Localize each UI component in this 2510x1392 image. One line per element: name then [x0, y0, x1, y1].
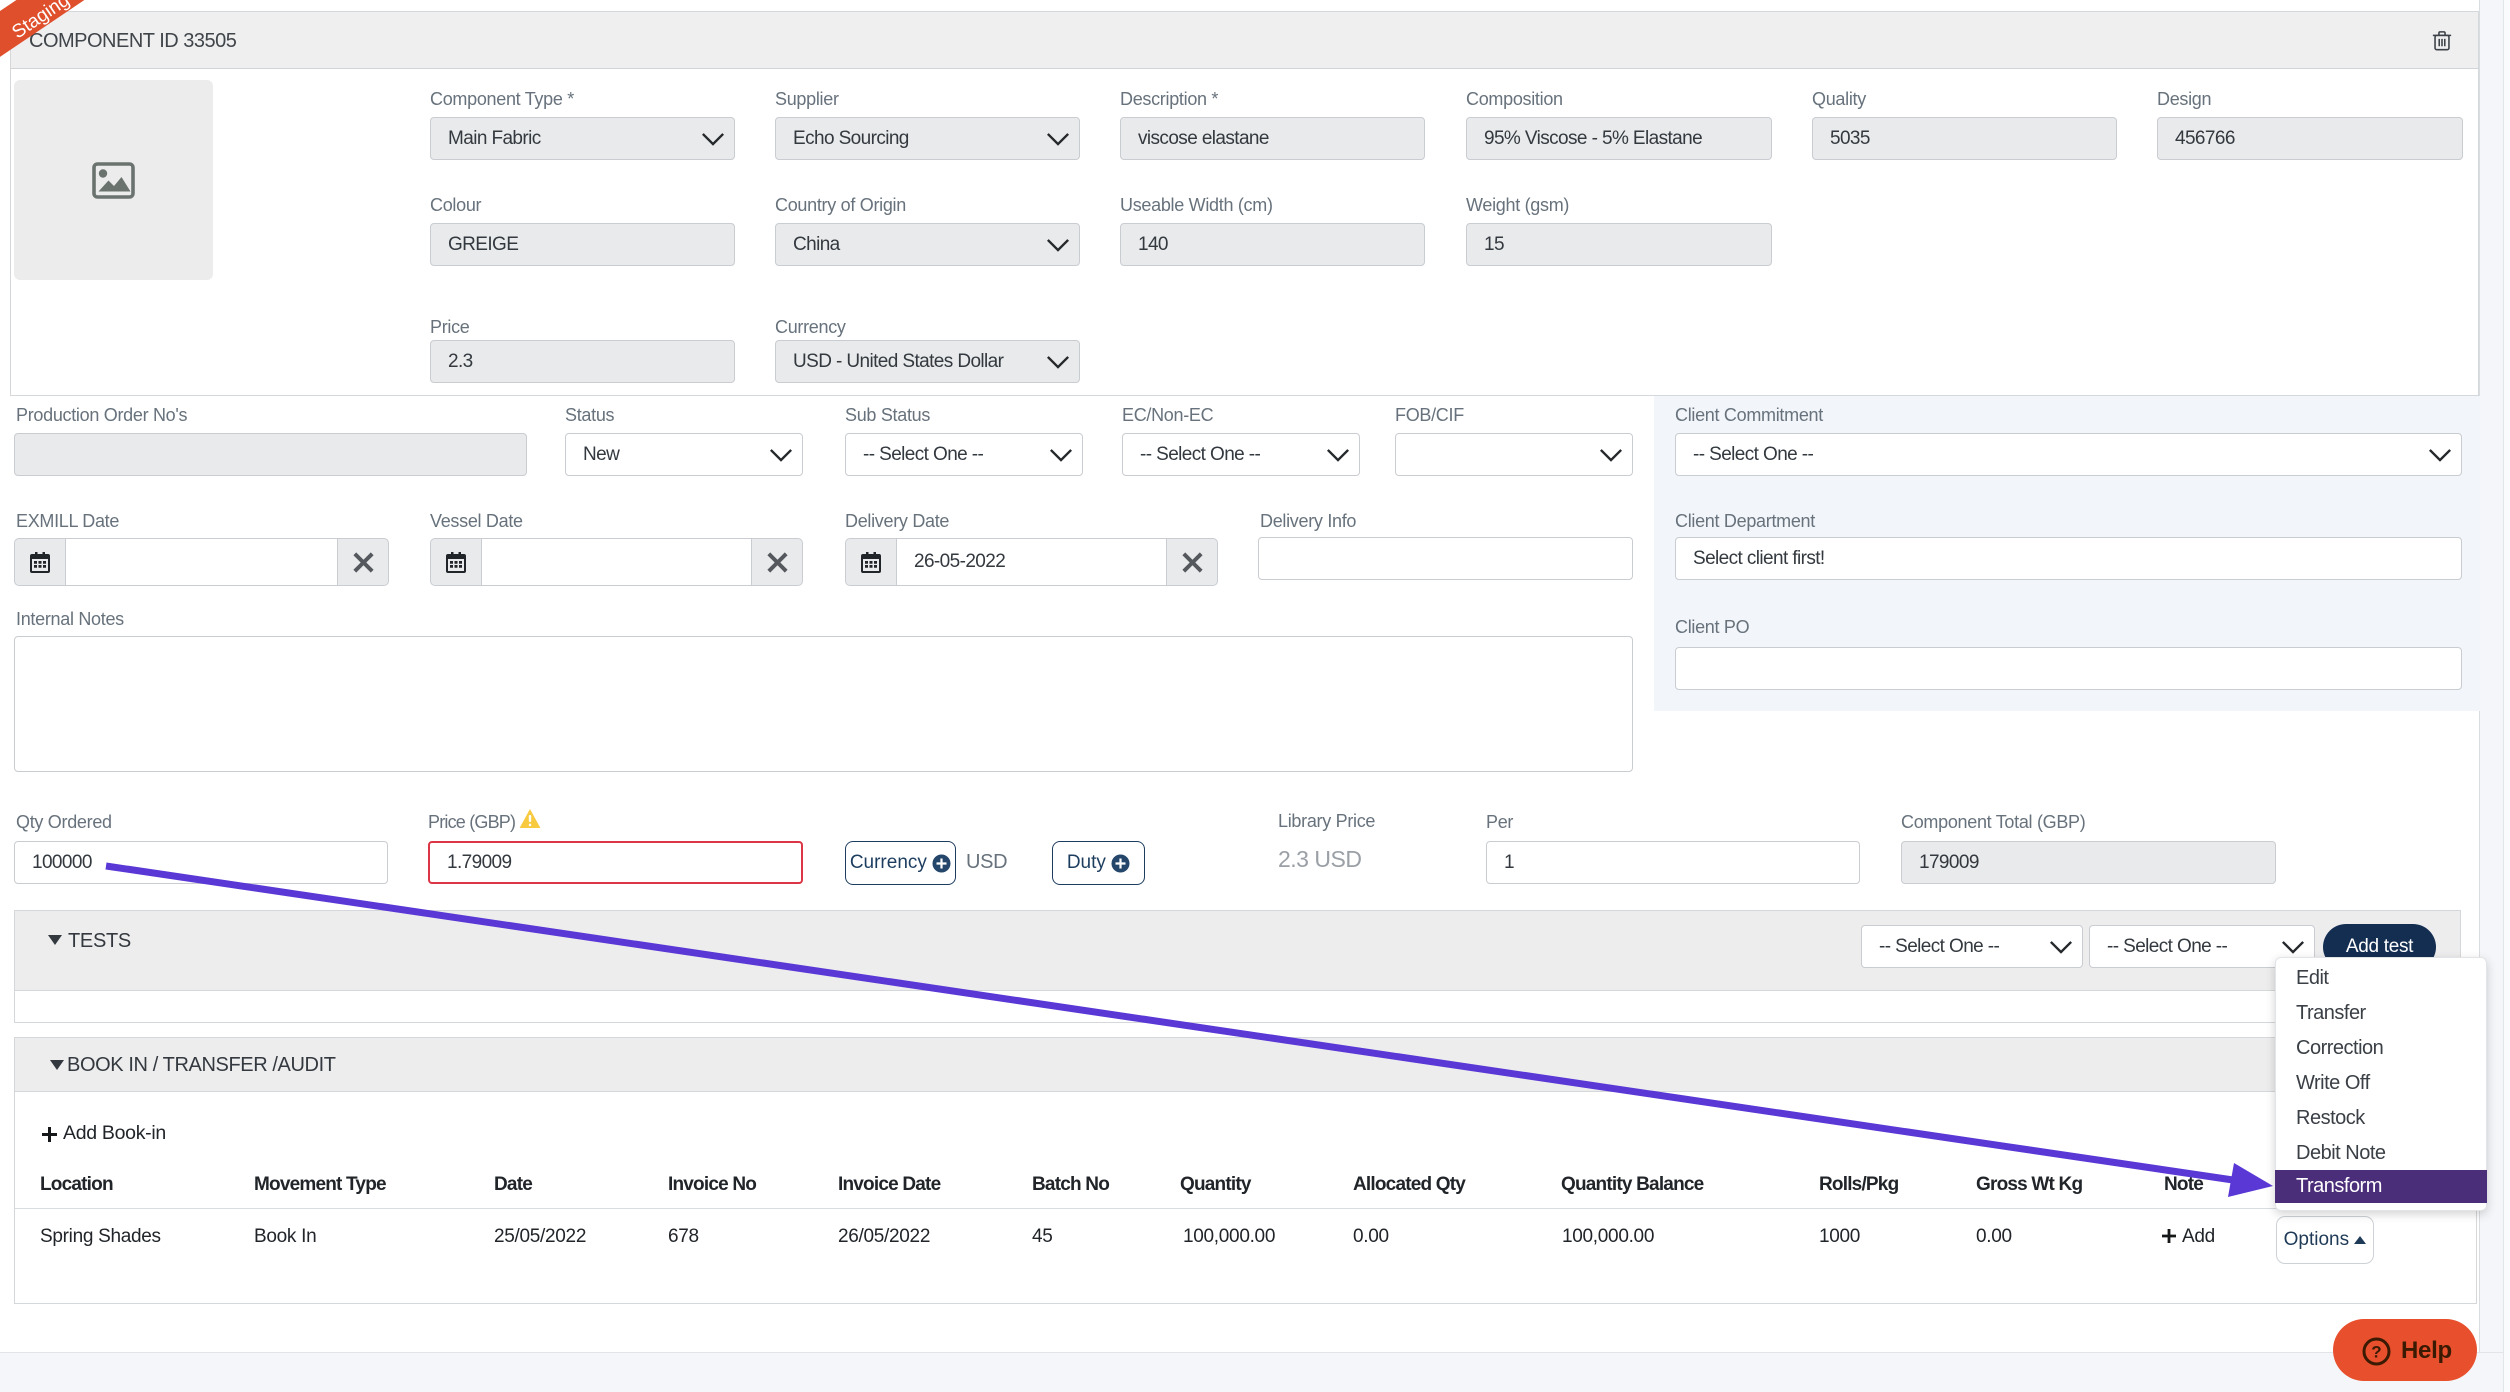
svg-text:?: ? [2371, 1343, 2381, 1362]
